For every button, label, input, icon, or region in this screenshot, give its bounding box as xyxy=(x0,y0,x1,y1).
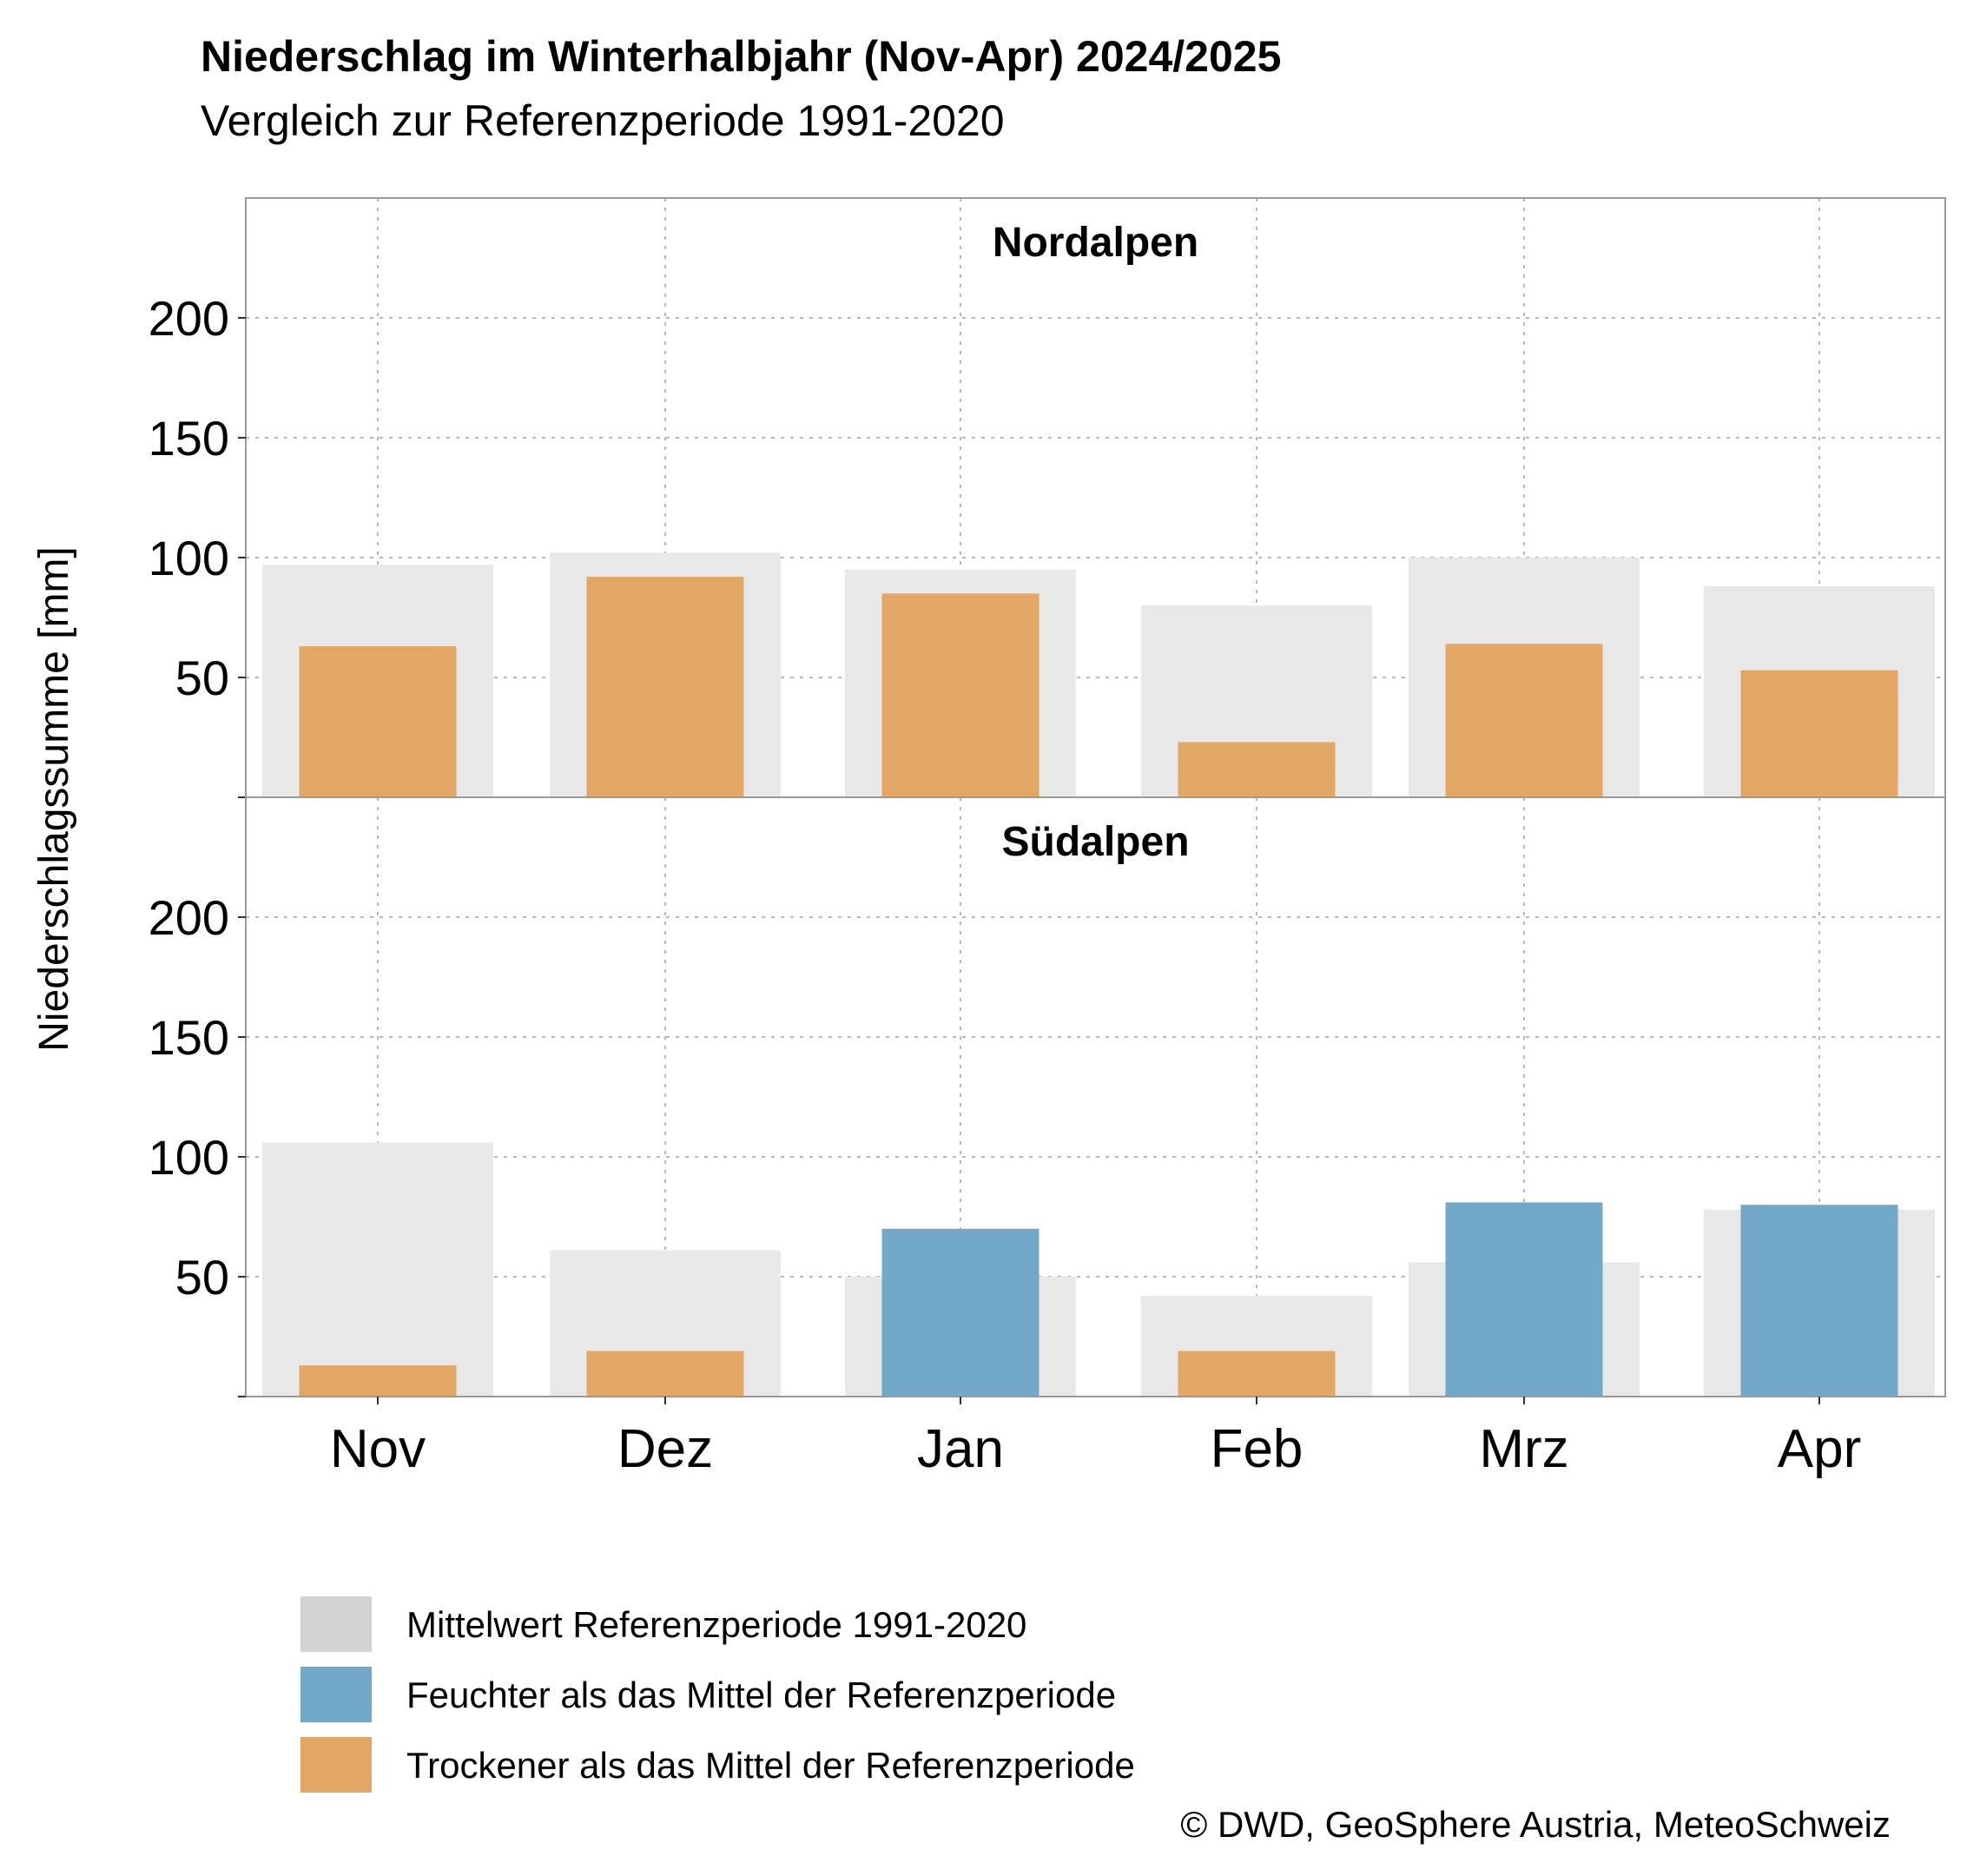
y-tick-label: 200 xyxy=(148,890,229,945)
x-tick-label-jan: Jan xyxy=(917,1419,1004,1479)
panel-nordalpen: Nordalpen 50 100 150 200 xyxy=(148,197,1946,798)
gridlines xyxy=(246,797,1945,1397)
precipitation-bar-jan xyxy=(881,1228,1040,1397)
copyright-note: © DWD, GeoSphere Austria, MeteoSchweiz xyxy=(1180,1804,1891,1845)
precipitation-bar-dez xyxy=(586,1351,744,1397)
legend-item-reference: Mittelwert Referenzperiode 1991-2020 xyxy=(300,1596,1026,1652)
y-tick-label: 100 xyxy=(148,531,229,585)
legend-swatch xyxy=(300,1667,372,1722)
precipitation-bar-mrz xyxy=(1445,1202,1603,1397)
precipitation-bar-apr xyxy=(1740,670,1898,797)
y-axis-label: Niederschlagssumme [mm] xyxy=(31,546,77,1051)
x-tick-label-nov: Nov xyxy=(330,1419,426,1479)
legend-item-wetter: Feuchter als das Mittel der Referenzperi… xyxy=(300,1667,1116,1722)
x-tick-label-dez: Dez xyxy=(617,1419,713,1479)
precipitation-bar-apr xyxy=(1740,1205,1898,1397)
x-tick-label-mrz: Mrz xyxy=(1479,1419,1568,1479)
y-tick-label: 150 xyxy=(148,411,229,466)
y-tick-label: 200 xyxy=(148,291,229,346)
precipitation-bar-dez xyxy=(586,577,744,797)
precipitation-bar-feb xyxy=(1178,1351,1336,1397)
x-axis: Nov Dez Jan Feb Mrz Apr xyxy=(330,1397,1861,1479)
gridlines xyxy=(246,198,1945,797)
legend-label: Trockener als das Mittel der Referenzper… xyxy=(406,1745,1135,1786)
reference-bar-nov xyxy=(262,1142,493,1397)
y-tick-label: 50 xyxy=(175,651,229,705)
chart-subtitle: Vergleich zur Referenzperiode 1991-2020 xyxy=(201,96,1005,145)
precipitation-bar-nov xyxy=(299,646,457,797)
y-tick-label: 100 xyxy=(148,1130,229,1185)
legend-item-drier: Trockener als das Mittel der Referenzper… xyxy=(300,1737,1135,1793)
panel-frame xyxy=(245,197,1946,798)
precipitation-bar-nov xyxy=(299,1365,457,1397)
x-tick-label-feb: Feb xyxy=(1211,1419,1304,1479)
chart-title: Niederschlag im Winterhalbjahr (Nov-Apr)… xyxy=(201,32,1281,81)
panel-frame xyxy=(245,796,1946,1397)
precipitation-bar-jan xyxy=(881,593,1040,797)
x-tick-label-apr: Apr xyxy=(1778,1419,1861,1479)
legend-swatch xyxy=(300,1596,372,1652)
facet-panels: Nordalpen 50 100 150 200 Südalpen 50 100 150 200 xyxy=(148,197,1946,1397)
legend-swatch xyxy=(300,1737,372,1793)
panel-label: Nordalpen xyxy=(993,220,1198,266)
panel-suedalpen: Südalpen 50 100 150 200 xyxy=(148,796,1946,1397)
legend-label: Mittelwert Referenzperiode 1991-2020 xyxy=(406,1604,1026,1645)
precipitation-bar-feb xyxy=(1178,742,1336,797)
legend-label: Feuchter als das Mittel der Referenzperi… xyxy=(406,1675,1116,1715)
y-tick-label: 150 xyxy=(148,1010,229,1065)
panel-label: Südalpen xyxy=(1001,819,1189,865)
y-tick-label: 50 xyxy=(175,1250,229,1305)
precipitation-bar-mrz xyxy=(1445,644,1603,797)
legend: Mittelwert Referenzperiode 1991-2020 Feuc… xyxy=(300,1596,1135,1793)
